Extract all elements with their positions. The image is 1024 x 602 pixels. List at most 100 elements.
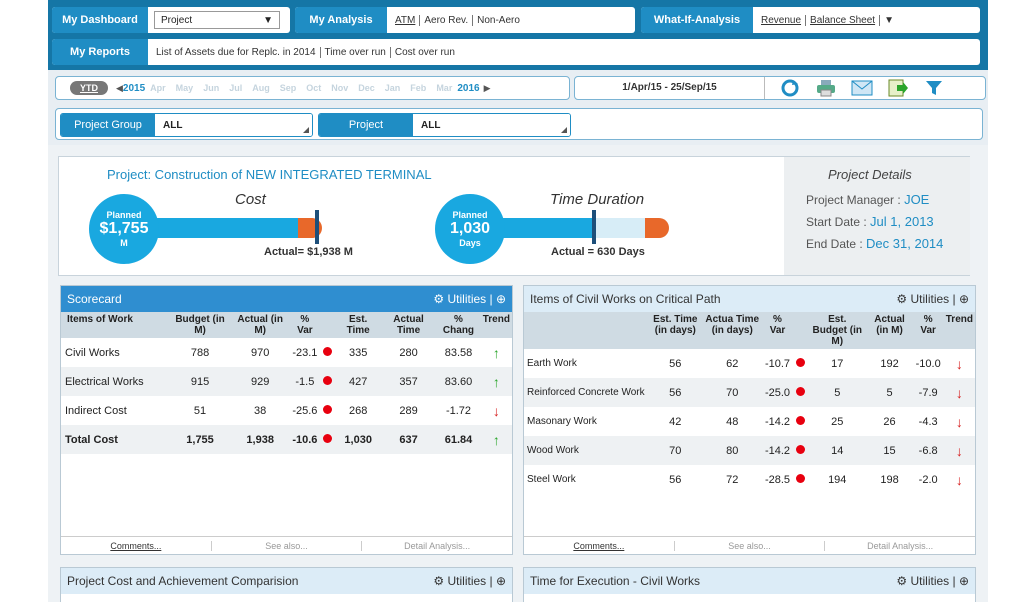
analysis-link-atm[interactable]: ATM — [391, 14, 421, 26]
civil-col-header: % Var — [761, 312, 794, 349]
month-0[interactable]: Apr — [150, 83, 166, 93]
cell-est-budget: 194 — [828, 473, 847, 486]
refresh-icon[interactable] — [779, 79, 801, 97]
what-if-label[interactable]: What-If-Analysis — [641, 7, 753, 33]
cell-actual-cost: 26 — [883, 415, 896, 428]
scorecard-header: Scorecard ⚙ Utilities | ⊕ — [61, 286, 512, 312]
comments-link[interactable]: Comments... — [524, 540, 675, 551]
detail-analysis-link[interactable]: Detail Analysis... — [867, 540, 934, 551]
month-selector[interactable]: Apr May Jun Jul Aug Sep Oct Nov Dec Jan Feb Mar — [145, 83, 457, 93]
next-year-icon[interactable]: ▶ — [483, 82, 491, 93]
status-cell — [320, 338, 335, 367]
gear-icon: ⚙ — [896, 292, 908, 306]
month-2[interactable]: Jun — [203, 83, 220, 93]
civil-col-header: Trend — [943, 312, 975, 349]
print-icon[interactable] — [815, 79, 837, 97]
month-8[interactable]: Dec — [358, 83, 375, 93]
whatif-links: Revenue Balance Sheet ▼ — [753, 14, 898, 26]
my-reports-label[interactable]: My Reports — [52, 39, 148, 65]
table-row: Earth Work 56 62 -10.7 17 192 -10.0 ↓ — [524, 349, 975, 378]
scorecard-panel: Scorecard ⚙ Utilities | ⊕ Items of Work B… — [60, 285, 513, 555]
cell-pct-change: 61.84 — [436, 425, 481, 454]
year-start[interactable]: 2015 — [122, 82, 146, 94]
scorecard-col-header: Actual Time — [380, 312, 437, 338]
whatif-link-balance-sheet[interactable]: Balance Sheet — [806, 14, 881, 26]
civil-works-panel: Items of Civil Works on Critical Path ⚙ … — [523, 285, 976, 555]
arrow-down-icon: ↓ — [492, 402, 500, 419]
detail-analysis-link[interactable]: Detail Analysis... — [404, 540, 471, 551]
month-3[interactable]: Jul — [229, 83, 243, 93]
prev-year-icon[interactable]: ◀ — [116, 82, 123, 93]
month-5[interactable]: Sep — [279, 83, 297, 93]
zoom-icon[interactable]: ⊕ — [955, 292, 969, 306]
table-row: Electrical Works 915 929 -1.5 427 357 83.60 ↑ — [61, 367, 512, 396]
scorecard-table: Items of Work Budget (in M) Actual (in M)%… — [61, 312, 512, 454]
report-link-assets[interactable]: List of Assets due for Replc. in 2014 — [152, 46, 321, 58]
arrow-down-icon: ↓ — [955, 384, 963, 401]
civil-col-header — [524, 312, 648, 349]
dashboard-select-value: Project — [161, 14, 193, 26]
analysis-link-aero[interactable]: Aero Rev. — [420, 14, 474, 26]
trend-cell: ↓ — [481, 396, 512, 425]
zoom-icon[interactable]: ⊕ — [492, 292, 506, 306]
project-value[interactable]: ALL — [413, 114, 570, 136]
analysis-links: ATM Aero Rev. Non-Aero — [387, 14, 524, 26]
trend-cell: ↓ — [944, 407, 975, 436]
export-icon[interactable] — [887, 79, 909, 97]
month-6[interactable]: Oct — [306, 83, 322, 93]
project-group-filter[interactable]: Project Group ALL — [60, 113, 313, 137]
month-11[interactable]: Mar — [436, 83, 453, 93]
month-1[interactable]: May — [175, 83, 194, 93]
cost-actual-marker — [315, 210, 319, 244]
year-end[interactable]: 2016 — [457, 82, 480, 94]
month-4[interactable]: Aug — [252, 83, 270, 93]
cell-cost-var: -10.0 — [915, 357, 941, 370]
time-actual-bar — [499, 218, 595, 238]
my-dashboard-label[interactable]: My Dashboard — [52, 7, 148, 33]
trend-cell: ↑ — [480, 367, 512, 396]
civil-works-table: Est. Time (in days) Actua Time (in days)%… — [524, 312, 975, 494]
utilities-menu[interactable]: ⚙ Utilities | ⊕ — [896, 292, 969, 306]
report-link-cost-overrun[interactable]: Cost over run — [394, 46, 455, 58]
time-execution-header: Time for Execution - Civil Works ⚙ Utili… — [524, 568, 975, 594]
dropdown-corner-icon — [561, 127, 567, 133]
cell-est-time: 56 — [669, 357, 682, 370]
reports-links: List of Assets due for Replc. in 2014 Ti… — [148, 46, 459, 58]
comments-link[interactable]: Comments... — [61, 540, 212, 551]
project-group-value[interactable]: ALL — [155, 114, 312, 136]
whatif-link-revenue[interactable]: Revenue — [757, 14, 807, 26]
report-link-time-overrun[interactable]: Time over run — [321, 46, 391, 58]
ytd-button[interactable]: YTD — [70, 81, 108, 95]
status-dot-icon — [796, 415, 806, 425]
utilities-menu[interactable]: ⚙ Utilities | ⊕ — [433, 292, 506, 306]
cell-est-time: 56 — [669, 473, 682, 486]
month-9[interactable]: Jan — [384, 83, 401, 93]
month-7[interactable]: Nov — [331, 83, 349, 93]
time-actual-marker — [592, 210, 596, 244]
cell-actual: 1,938 — [231, 425, 290, 454]
email-icon[interactable] — [851, 79, 873, 97]
cell-item: Civil Works — [65, 346, 120, 359]
project-filter[interactable]: Project ALL — [318, 113, 571, 137]
status-dot-icon — [796, 357, 806, 367]
month-10[interactable]: Feb — [410, 83, 427, 93]
my-analysis-label[interactable]: My Analysis — [295, 7, 387, 33]
dashboard-select[interactable]: Project ▼ — [154, 11, 280, 29]
cell-actual-time: 62 — [726, 357, 739, 370]
see-also-link[interactable]: See also... — [212, 540, 363, 551]
see-also-link[interactable]: See also... — [675, 540, 826, 551]
analysis-link-nonaero[interactable]: Non-Aero — [477, 14, 520, 26]
date-range-text: 1/Apr/15 - 25/Sep/15 — [575, 77, 765, 99]
cost-heading: Cost — [235, 191, 266, 208]
utilities-menu[interactable]: ⚙ Utilities | ⊕ — [433, 574, 506, 588]
status-cell — [320, 425, 336, 454]
filter-icon[interactable] — [923, 79, 945, 97]
status-cell — [320, 367, 336, 396]
zoom-icon[interactable]: ⊕ — [955, 574, 969, 588]
scorecard-title: Scorecard — [67, 292, 122, 306]
cell-budget: 51 — [193, 404, 207, 417]
utilities-menu[interactable]: ⚙ Utilities | ⊕ — [896, 574, 969, 588]
cell-actual-cost: 198 — [880, 473, 899, 486]
zoom-icon[interactable]: ⊕ — [492, 574, 506, 588]
chevron-down-icon[interactable]: ▼ — [884, 14, 894, 26]
